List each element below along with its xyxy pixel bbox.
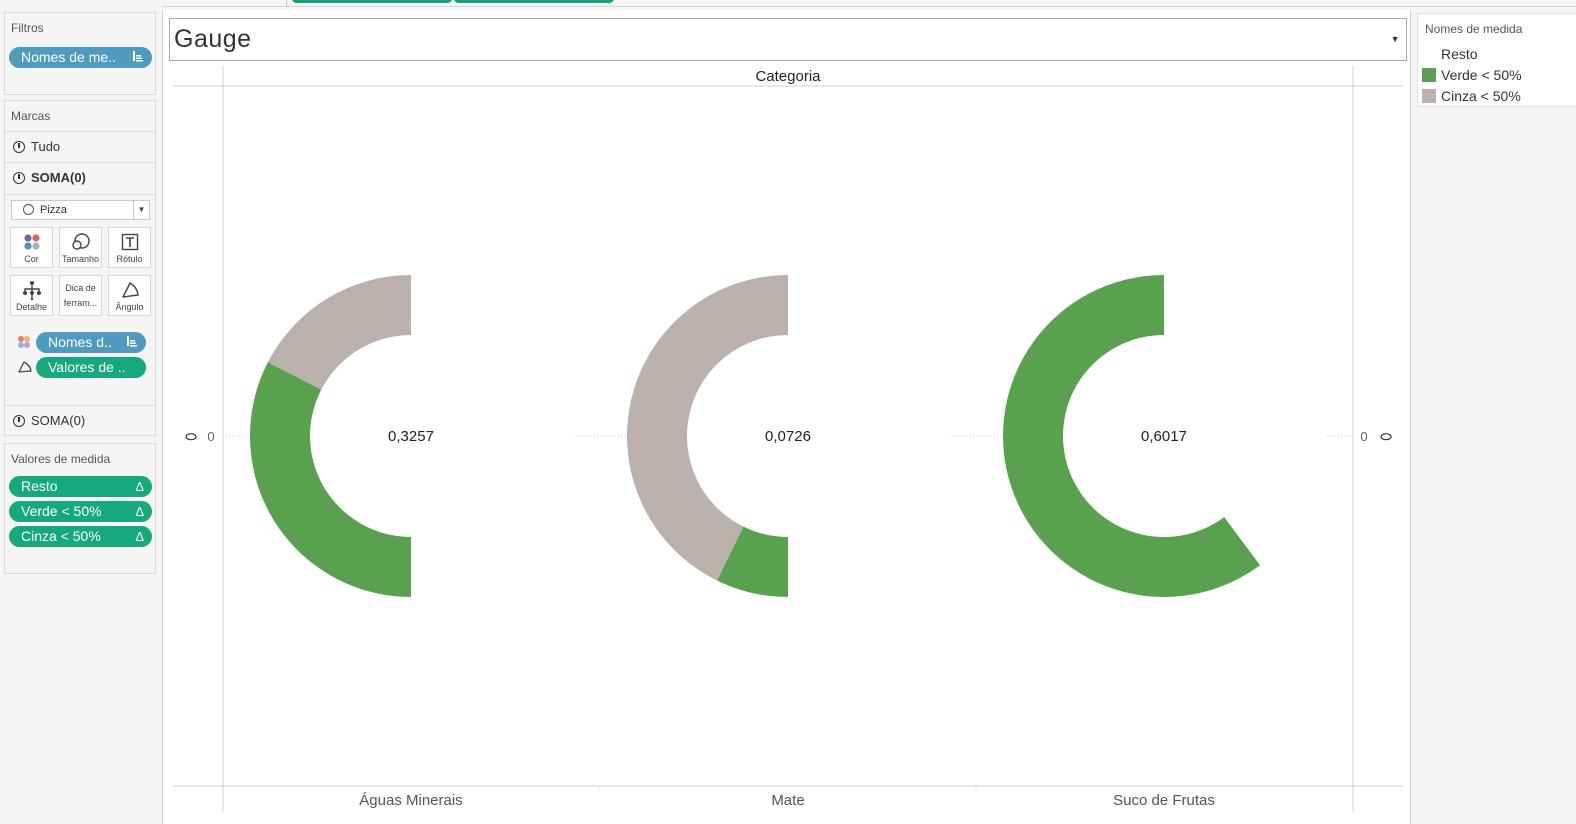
parameter-value: Gauge — [174, 25, 252, 53]
angle-wedge-icon — [17, 360, 33, 379]
gauge-value-label: 0,0726 — [765, 428, 811, 445]
marks-angle-pill[interactable]: Valores de .. — [36, 357, 146, 378]
right-axis-zero-marker: ⬭ — [1380, 429, 1392, 444]
measure-values-title: Valores de medida — [11, 452, 111, 466]
marks-row-soma2-label: SOMA(0) — [31, 413, 86, 428]
color-button[interactable]: Cor — [10, 227, 53, 268]
sort-list-icon — [132, 47, 144, 68]
color-dots-icon — [11, 232, 52, 252]
detail-button-label: Detalhe — [15, 302, 48, 312]
gauge-segment-cinza — [627, 275, 788, 581]
category-axis-label: Águas Minerais — [359, 792, 462, 809]
tooltip-button-label-line1: Dica de — [65, 283, 96, 293]
gauge-segment-cinza — [267, 275, 411, 390]
measure-values-card: Valores de medida Resto Δ Verde < 50% Δ … — [4, 443, 156, 574]
measure-pill-label: Cinza < 50% — [21, 528, 101, 544]
marks-row-soma-label: SOMA(0) — [31, 170, 86, 185]
color-dots-icon — [17, 335, 31, 354]
category-axis-label: Suco de Frutas — [1113, 792, 1215, 809]
angle-button-label: Ângulo — [115, 302, 144, 312]
gauge-value-label: 0,6017 — [1141, 428, 1187, 445]
legend-item-verde[interactable]: Verde < 50% — [1422, 66, 1522, 84]
text-label-icon — [109, 232, 150, 252]
angle-button[interactable]: Ângulo — [108, 275, 151, 316]
marks-angle-pill-label: Valores de .. — [48, 359, 126, 375]
legend-item-label: Cinza < 50% — [1441, 88, 1521, 104]
filter-pill-label: Nomes de me.. — [21, 49, 116, 65]
label-button-label: Rótulo — [116, 254, 143, 264]
filter-pill-measure-names[interactable]: Nomes de me.. — [9, 47, 152, 68]
delta-icon: Δ — [135, 479, 144, 494]
marks-row-all-label: Tudo — [31, 139, 61, 154]
marks-row-all[interactable]: Tudo — [5, 131, 155, 162]
pie-mark-icon — [23, 204, 34, 215]
tooltip-button-label-line2: ferram... — [63, 298, 98, 308]
marks-row-soma-second[interactable]: SOMA(0) — [5, 405, 155, 436]
gauge-segment-verde — [717, 526, 788, 597]
size-button[interactable]: Tamanho — [59, 227, 102, 268]
worksheet-canvas: Gauge ▼ Categoria 0 0 ⬭ ⬭ 0,3257 Águas Minerai… — [162, 10, 1411, 824]
detail-hierarchy-icon — [11, 280, 52, 300]
filters-title: Filtros — [11, 21, 44, 35]
delta-icon: Δ — [135, 529, 144, 544]
measure-pill-resto[interactable]: Resto Δ — [9, 476, 152, 497]
legend-title: Nomes de medida — [1425, 22, 1523, 36]
measure-pill-label: Verde < 50% — [21, 503, 102, 519]
column-shelf-pill-2[interactable] — [454, 0, 614, 3]
delta-icon: Δ — [135, 504, 144, 519]
gauge-value-label: 0,3257 — [388, 428, 434, 445]
category-axis-label: Mate — [771, 792, 804, 809]
label-button[interactable]: Rótulo — [108, 227, 151, 268]
legend-swatch — [1422, 68, 1436, 82]
gauge-segment-verde — [1003, 275, 1261, 598]
filters-card: Filtros Nomes de me.. — [4, 12, 156, 95]
tab-separator — [286, 0, 287, 7]
left-axis-tick-label: 0 — [207, 429, 214, 444]
marks-card: Marcas Tudo SOMA(0) Pizza ▼ Cor Tamanho … — [4, 100, 156, 436]
gauge-segment-verde — [250, 362, 411, 597]
mark-type-label: Pizza — [40, 204, 67, 216]
color-button-label: Cor — [24, 254, 39, 264]
legend-card: Nomes de medida Resto Verde < 50% Cinza … — [1417, 13, 1576, 107]
measure-pill-label: Resto — [21, 478, 58, 494]
marks-row-soma-active[interactable]: SOMA(0) — [5, 162, 155, 193]
marks-color-pill-label: Nomes d.. — [48, 334, 112, 350]
pie-mark-icon — [13, 172, 25, 184]
top-toolbar-strip — [162, 0, 1576, 7]
sort-list-icon — [126, 332, 138, 353]
marks-divider — [5, 194, 155, 195]
left-axis-zero-marker: ⬭ — [185, 429, 197, 444]
right-axis-tick-label: 0 — [1360, 429, 1367, 444]
pie-mark-icon — [13, 415, 25, 427]
legend-item-label: Resto — [1441, 46, 1478, 62]
detail-button[interactable]: Detalhe — [10, 275, 53, 316]
chevron-down-icon: ▼ — [1390, 34, 1400, 44]
tooltip-button[interactable]: Dica de ferram... — [59, 275, 102, 316]
measure-pill-cinza[interactable]: Cinza < 50% Δ — [9, 526, 152, 547]
angle-wedge-icon — [109, 280, 150, 300]
marks-color-pill[interactable]: Nomes d.. — [36, 332, 146, 353]
legend-item-cinza[interactable]: Cinza < 50% — [1422, 87, 1521, 105]
measure-pill-verde[interactable]: Verde < 50% Δ — [9, 501, 152, 522]
legend-swatch — [1422, 89, 1436, 103]
legend-swatch — [1422, 47, 1436, 61]
parameter-dropdown[interactable]: Gauge ▼ — [169, 18, 1407, 61]
legend-item-resto[interactable]: Resto — [1422, 45, 1478, 63]
column-header-categoria: Categoria — [755, 68, 821, 85]
mark-type-dropdown[interactable]: Pizza ▼ — [11, 200, 150, 220]
column-shelf-pill-1[interactable] — [292, 0, 452, 3]
gauge-chart: Categoria 0 0 ⬭ ⬭ 0,3257 Águas Minerais 0,0726 M… — [173, 66, 1403, 812]
chevron-down-icon: ▼ — [133, 201, 149, 219]
size-button-label: Tamanho — [61, 254, 100, 264]
size-circles-icon — [60, 232, 101, 252]
pie-mark-icon — [13, 141, 25, 153]
legend-item-label: Verde < 50% — [1441, 67, 1522, 83]
marks-title: Marcas — [11, 109, 51, 123]
